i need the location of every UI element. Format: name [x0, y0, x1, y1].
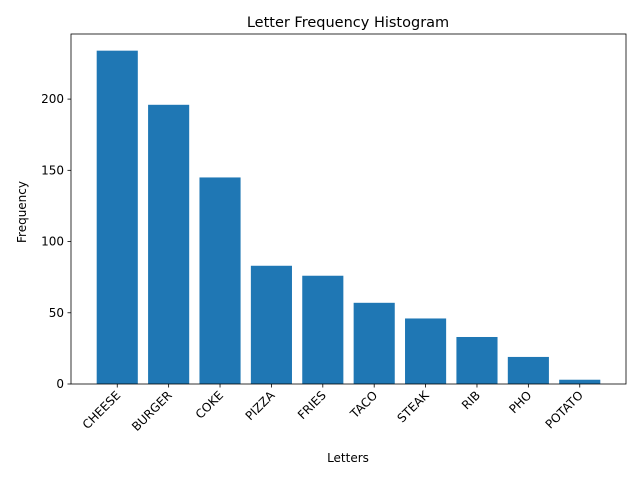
x-tick-label: COKE	[193, 388, 226, 421]
bar-pho	[507, 356, 549, 384]
bar-potato	[559, 379, 601, 384]
y-tick-label: 50	[49, 306, 64, 320]
x-tick-label: CHEESE	[80, 388, 124, 432]
bar-rib	[456, 336, 498, 384]
y-tick-label: 150	[41, 163, 64, 177]
x-tick-label: FRIES	[295, 388, 329, 422]
y-axis-ticks: 0 50 100 150 200	[41, 92, 71, 391]
x-tick-label: PHO	[506, 388, 534, 416]
x-tick-label: PIZZA	[243, 388, 279, 424]
x-tick-label: STEAK	[395, 387, 433, 425]
y-tick-label: 0	[56, 377, 64, 391]
chart-title: Letter Frequency Histogram	[247, 15, 449, 31]
x-axis-ticks: CHEESE BURGER COKE PIZZA FRIES TACO STEAK RIB PH…	[80, 384, 586, 434]
x-axis-title: Letters	[327, 451, 369, 465]
plot-area-frame	[70, 33, 627, 385]
x-tick-label: RIB	[459, 388, 483, 412]
x-tick-label: TACO	[347, 388, 380, 421]
bar-pizza	[250, 265, 292, 384]
y-tick-label: 100	[41, 235, 64, 249]
y-tick-label: 200	[41, 92, 64, 106]
x-tick-label: POTATO	[543, 388, 586, 431]
bar-fries	[302, 275, 344, 384]
bar-steak	[405, 318, 447, 384]
bar-cheese	[96, 50, 138, 385]
bar-taco	[353, 302, 395, 384]
bar-burger	[148, 104, 190, 384]
bars-group	[96, 50, 601, 385]
x-tick-label: BURGER	[129, 388, 175, 434]
y-axis-title: Frequency	[15, 181, 29, 243]
bar-coke	[199, 177, 241, 384]
